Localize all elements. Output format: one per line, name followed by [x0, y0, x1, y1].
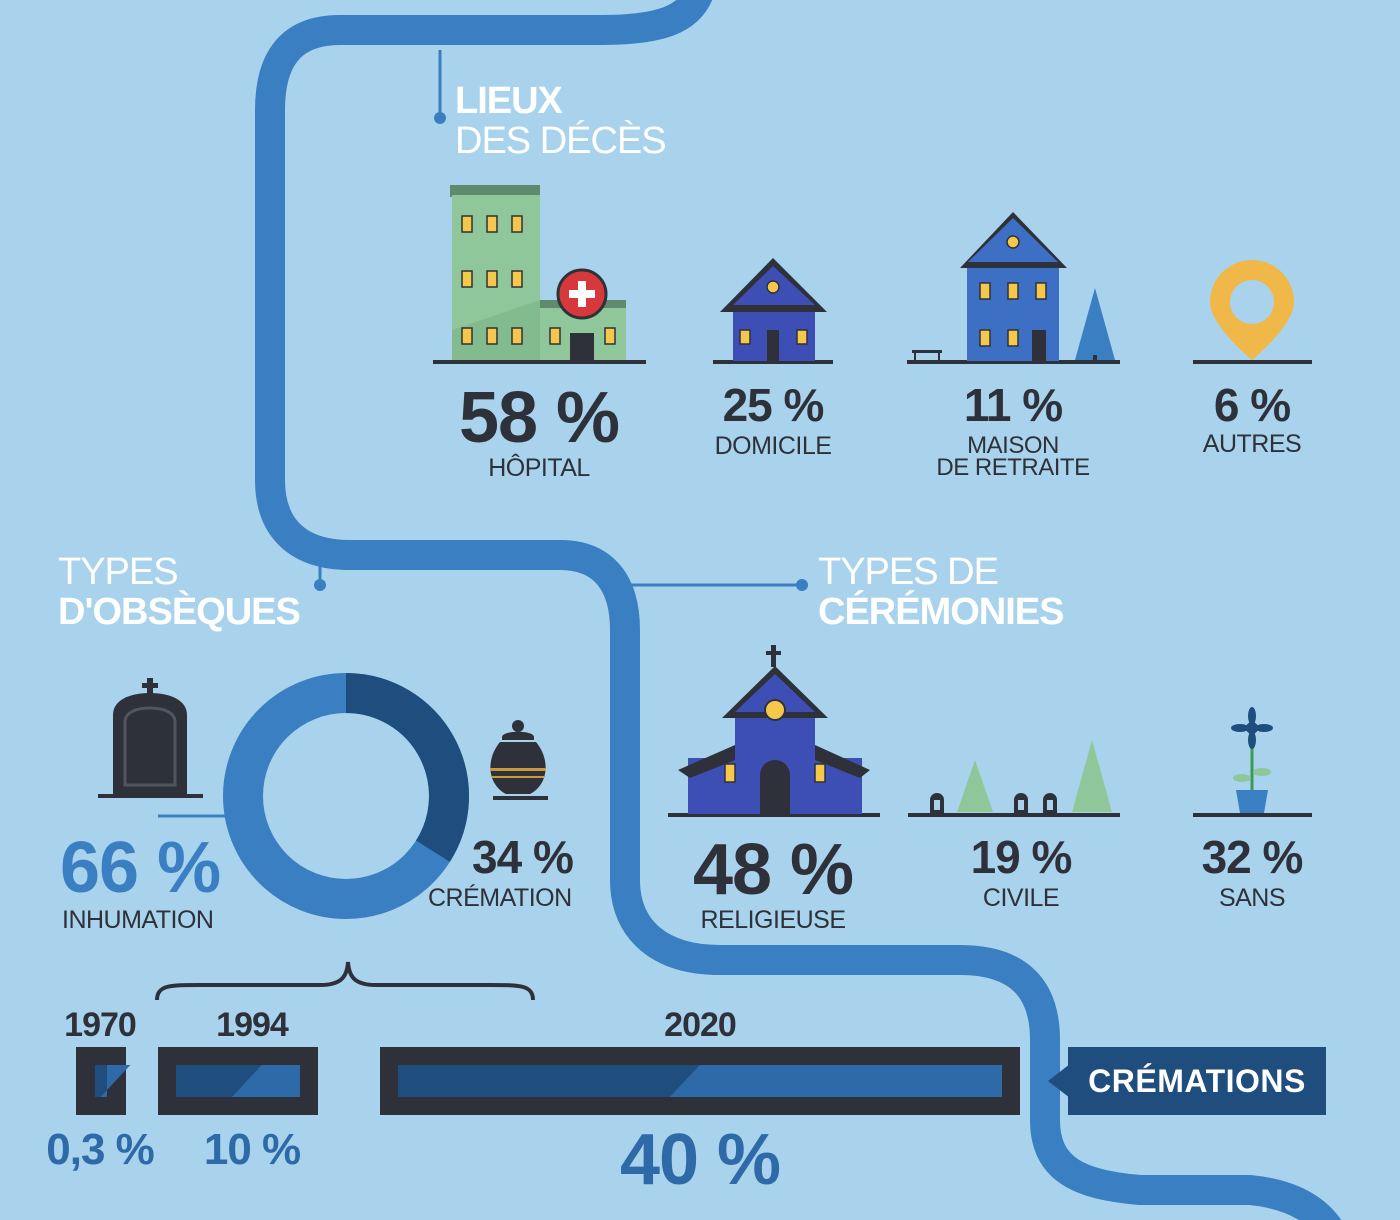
- section-title-line2: DES DÉCÈS: [455, 120, 667, 162]
- connector-dot: [434, 112, 446, 124]
- section-title-obseques: TYPES D'OBSÈQUES: [58, 551, 301, 633]
- stat-maison-value: 11 %: [963, 379, 1063, 431]
- bar-value-1970: 0,3 %: [46, 1125, 155, 1174]
- stat-maison-label-line2: DE RETRAITE: [936, 454, 1090, 481]
- donut-segment-cremation: [345, 673, 469, 862]
- bar-year-1994: 1994: [216, 1006, 289, 1044]
- stat-domicile-value: 25 %: [722, 379, 825, 431]
- section-title-lieux: LIEUX DES DÉCÈS: [455, 80, 667, 162]
- stat-inhumation-label: INHUMATION: [62, 906, 214, 934]
- hospital-icon: [450, 185, 626, 360]
- section-title-line1: TYPES DE: [818, 551, 999, 593]
- bar-fill-1970: [95, 1065, 107, 1097]
- section-title-line2: CÉRÉMONIES: [818, 591, 1064, 633]
- stat-inhumation-value: 66 %: [60, 828, 221, 908]
- house-icon: [720, 258, 827, 361]
- stat-sans-value: 32 %: [1201, 831, 1304, 883]
- stat-sans-label: SANS: [1218, 884, 1286, 912]
- stat-civile-value: 19 %: [970, 831, 1073, 883]
- stat-religieuse-value: 48 %: [692, 830, 854, 910]
- bar-highlight-2020: [669, 1065, 1002, 1097]
- bar-year-1970: 1970: [64, 1006, 137, 1044]
- stat-cremation-label: CRÉMATION: [428, 884, 572, 912]
- stat-hopital-value: 58 %: [458, 378, 620, 458]
- stat-domicile-label: DOMICILE: [714, 432, 832, 460]
- bracket: [155, 961, 535, 1001]
- bar-year-2020: 2020: [664, 1006, 737, 1044]
- location-pin-icon: [1210, 260, 1294, 360]
- trees-graves-icon: [930, 740, 1112, 813]
- section-title-ceremonies: TYPES DE CÉRÉMONIES: [818, 551, 1064, 633]
- section-title-line2: D'OBSÈQUES: [58, 591, 301, 633]
- stat-cremation-value: 34 %: [472, 831, 574, 883]
- tombstone-icon: [113, 678, 187, 796]
- section-title-line1: LIEUX: [455, 80, 563, 122]
- stat-civile-label: CIVILE: [982, 884, 1060, 912]
- connector-dot: [796, 579, 808, 591]
- stat-religieuse-label: RELIGIEUSE: [700, 906, 846, 934]
- bar-value-2020: 40 %: [619, 1120, 781, 1200]
- bar-value-1994: 10 %: [203, 1125, 301, 1174]
- badge-arrow: [1048, 1064, 1070, 1098]
- cremations-badge: CRÉMATIONS: [1068, 1047, 1326, 1115]
- bar-highlight-1994: [231, 1065, 300, 1097]
- stat-autres-label: AUTRES: [1202, 430, 1302, 458]
- stat-hopital-label: HÔPITAL: [488, 454, 590, 482]
- church-icon: [678, 645, 870, 814]
- flower-pot-icon: [1231, 707, 1273, 813]
- stat-maison-label-line1: MAISON: [967, 432, 1059, 459]
- section-title-line1: TYPES: [58, 551, 179, 593]
- timeline-path: [255, 0, 1342, 1220]
- connector-dot: [314, 579, 326, 591]
- urn-icon: [490, 720, 548, 800]
- retirement-home-icon: [912, 212, 1115, 362]
- stat-autres-value: 6 %: [1213, 379, 1291, 431]
- bar-highlight-1970: [100, 1065, 131, 1097]
- funeral-donut-chart: [223, 673, 469, 919]
